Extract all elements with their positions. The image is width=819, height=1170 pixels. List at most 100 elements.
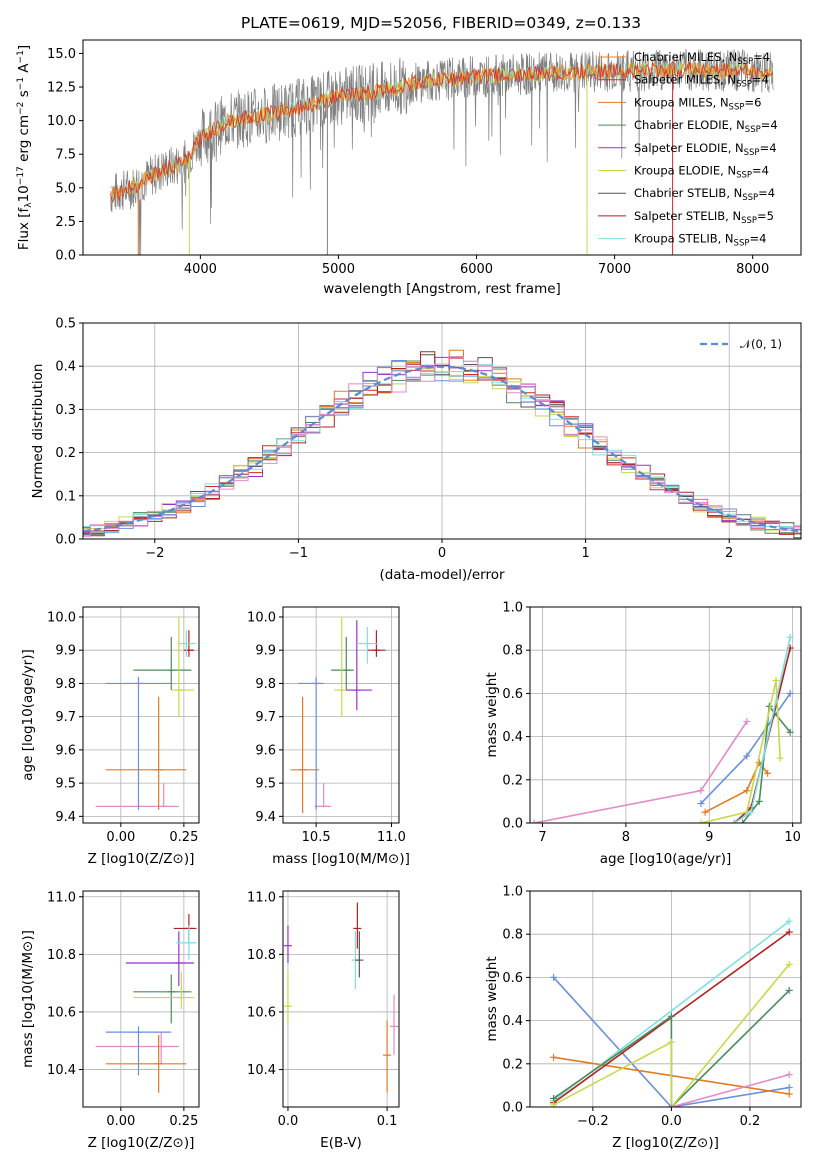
y-tick-label: 0.6 (502, 971, 523, 986)
series-6 (733, 637, 791, 823)
y-tick-label: 10.6 (47, 1005, 76, 1020)
series-5 (700, 680, 781, 823)
legend-entry: Kroupa STELIB, NSSP=4 (634, 232, 766, 249)
y-tick-label: 11.0 (247, 890, 276, 905)
x-tick-label: 0.0 (661, 1114, 682, 1129)
plot-area (83, 607, 199, 823)
x-tick-label: 8 (622, 830, 630, 845)
x-axis-label: wavelength [Angstrom, rest frame] (323, 281, 561, 297)
figure-title: PLATE=0619, MJD=52056, FIBERID=0349, z=0… (241, 14, 641, 32)
series-5 (553, 963, 790, 1107)
legend-entry: Kroupa MILES, NSSP=6 (634, 95, 761, 112)
x-tick-label: 0.00 (106, 830, 135, 845)
y-tick-label: 9.8 (255, 677, 276, 692)
y-tick-label: 0.1 (55, 489, 76, 504)
series-6 (671, 1073, 790, 1107)
x-tick-label: 7000 (598, 262, 631, 277)
y-tick-label: 0.6 (502, 687, 523, 702)
x-tick-label: 5000 (322, 262, 355, 277)
frame (529, 890, 802, 1108)
x-tick-label: 2 (725, 546, 733, 561)
y-tick-label: 1.0 (502, 601, 523, 616)
legend-entry: Salpeter ELODIE, NSSP=4 (634, 141, 777, 158)
x-axis-label: mass [log10(M/M⊙)] (272, 851, 410, 867)
x-tick-label: 11.0 (377, 830, 406, 845)
frame (282, 606, 400, 824)
y-tick-label: 12.5 (47, 81, 76, 96)
series-0 (553, 976, 790, 1107)
y-tick-label: 10.6 (247, 1005, 276, 1020)
y-tick-label: 0.3 (55, 403, 76, 418)
y-tick-label: 9.5 (55, 777, 76, 792)
legend-entry: Kroupa ELODIE, NSSP=4 (634, 164, 769, 181)
x-tick-label: 6000 (460, 262, 493, 277)
y-tick-label: 10.0 (247, 610, 276, 625)
x-tick-label: 0.1 (377, 1114, 398, 1129)
x-tick-label: 0 (438, 546, 446, 561)
y-tick-label: 11.0 (47, 890, 76, 905)
axes-mass-vs-Z: 0.00 0.25 10.4 10.6 10.8 11.0 Z [log10(Z/Z⊙)] m… (20, 890, 200, 1151)
y-tick-label: 9.6 (255, 743, 276, 758)
axes-mass-vs-EBV: 0.0 0.1 10.4 10.6 10.8 11.0 E(B-V) (247, 890, 400, 1151)
y-tick-label: 15.0 (47, 47, 76, 62)
y-tick-label: 9.5 (255, 777, 276, 792)
x-tick-label: 10 (784, 830, 801, 845)
plot-area (83, 323, 801, 539)
y-tick-label: 0.2 (55, 446, 76, 461)
y-tick-label: 2.5 (55, 215, 76, 230)
plot-area (530, 891, 801, 1107)
x-tick-label: 0.25 (169, 830, 198, 845)
axes-spectrum: 4000 5000 6000 7000 8000 0.0 2.5 5.0 7.5 10.0 12.5… (16, 39, 802, 297)
y-tick-label: 0.5 (55, 317, 76, 332)
y-tick-label: 0.8 (502, 928, 523, 943)
plot-area (110, 48, 774, 255)
y-tick-label: 0.2 (502, 773, 523, 788)
y-tick-label: 0.2 (502, 1057, 523, 1072)
spectrum-model-3 (110, 61, 774, 202)
y-tick-label: 9.9 (255, 644, 276, 659)
y-tick-label: 0.8 (502, 644, 523, 659)
x-tick-label: −2 (145, 546, 164, 561)
y-tick-label: 9.4 (55, 810, 76, 825)
y-tick-label: 9.4 (255, 810, 276, 825)
x-tick-label: −1 (289, 546, 308, 561)
y-tick-label: 5.0 (55, 181, 76, 196)
y-axis-label: Normed distribution (30, 364, 46, 499)
y-tick-label: 10.8 (247, 948, 276, 963)
y-axis-label: age [log10(age/yr)] (20, 649, 36, 781)
y-tick-label: 9.8 (55, 677, 76, 692)
y-tick-label: 0.0 (55, 533, 76, 548)
axes-residuals: −2 −1 0 1 2 0.0 0.1 0.2 0.3 0.4 0.5 (data-model)/er… (30, 317, 802, 583)
y-tick-label: 10.4 (47, 1063, 76, 1078)
y-tick-label: 9.7 (55, 710, 76, 725)
x-tick-label: 0.25 (169, 1114, 198, 1129)
y-tick-label: 10.0 (47, 610, 76, 625)
legend-entry: Salpeter MILES, NSSP=4 (634, 73, 769, 90)
y-tick-label: 0.0 (502, 817, 523, 832)
x-tick-label: 9 (705, 830, 713, 845)
spectrum-data (110, 48, 774, 255)
legend-entry: Chabrier STELIB, NSSP=4 (634, 186, 775, 203)
y-tick-label: 0.4 (502, 1014, 523, 1029)
frame (82, 322, 802, 540)
y-axis-label: Flux [fλ10−17 erg cm−2 s−1 A−1] (16, 45, 34, 250)
y-axis-label: mass weight (484, 672, 500, 757)
axes-massweight-vs-age: 7 8 9 10 0.0 0.2 0.4 0.6 0.8 1.0 age [log10(age/yr… (484, 601, 802, 867)
x-tick-label: 0.00 (106, 1114, 135, 1129)
y-tick-label: 1.0 (502, 885, 523, 900)
histogram-9 (83, 356, 801, 537)
x-tick-label: 0.2 (740, 1114, 761, 1129)
x-tick-label: −0.2 (577, 1114, 609, 1129)
x-axis-label: Z [log10(Z/Z⊙)] (88, 851, 195, 867)
frame (82, 890, 200, 1108)
frame (529, 606, 802, 824)
x-tick-label: 7 (538, 830, 546, 845)
x-tick-label: 0.0 (278, 1114, 299, 1129)
y-tick-label: 9.7 (255, 710, 276, 725)
x-axis-label: Z [log10(Z/Z⊙)] (612, 1135, 719, 1151)
x-tick-label: 4000 (184, 262, 217, 277)
y-tick-label: 10.4 (247, 1063, 276, 1078)
x-axis-label: Z [log10(Z/Z⊙)] (88, 1135, 195, 1151)
x-axis-label: age [log10(age/yr)] (600, 851, 732, 867)
